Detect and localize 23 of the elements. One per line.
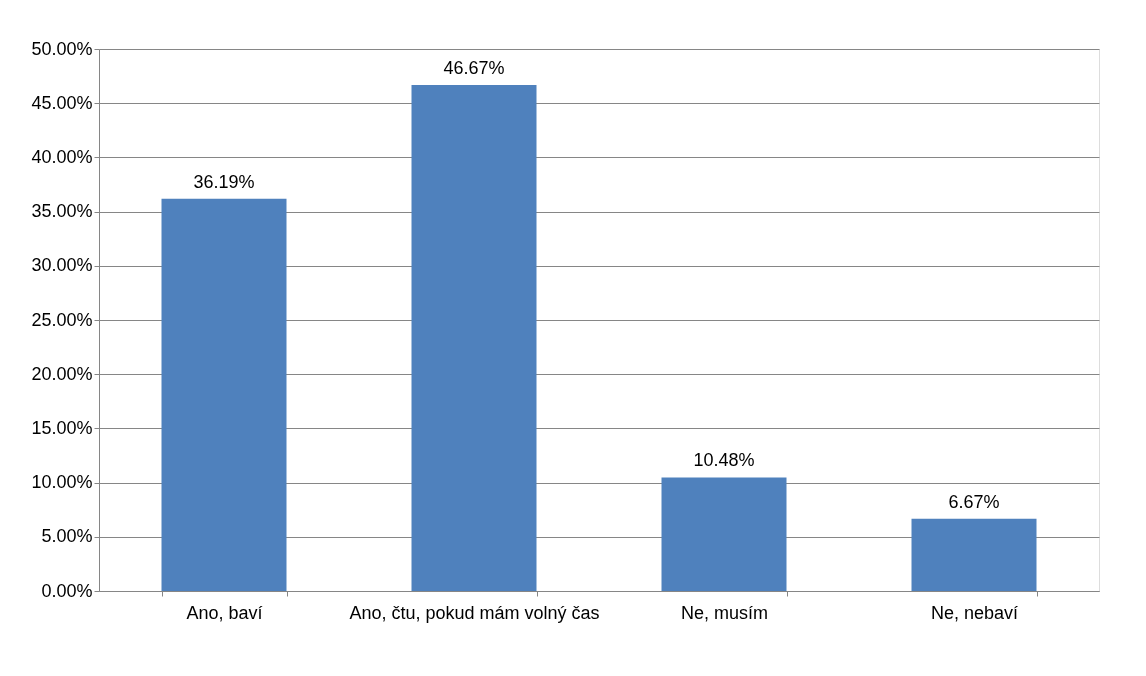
bar — [161, 198, 287, 591]
bar — [661, 477, 787, 591]
y-tick-label: 50.00% — [31, 38, 93, 59]
bar — [911, 518, 1037, 591]
y-tick-label: 5.00% — [41, 526, 93, 547]
y-tick-label: 35.00% — [31, 201, 93, 222]
y-tick-label: 45.00% — [31, 92, 93, 113]
y-tick-label: 10.00% — [31, 472, 93, 493]
y-tick-label: 40.00% — [31, 146, 93, 167]
data-label: 46.67% — [443, 58, 505, 79]
x-tick-label: Ne, musím — [680, 602, 769, 623]
data-label: 10.48% — [693, 450, 755, 471]
data-label: 36.19% — [193, 171, 255, 192]
x-tick-label: Ne, nebaví — [930, 602, 1019, 623]
y-tick-label: 0.00% — [41, 580, 93, 601]
y-tick-label: 25.00% — [31, 309, 93, 330]
y-tick-label: 15.00% — [31, 417, 93, 438]
x-tick-label: Ano, baví — [186, 602, 263, 623]
bar — [411, 85, 537, 591]
x-tick-label: Ano, čtu, pokud mám volný čas — [349, 602, 600, 623]
y-tick-label: 20.00% — [31, 363, 93, 384]
data-label: 6.67% — [948, 491, 1000, 512]
y-tick-label: 30.00% — [31, 255, 93, 276]
